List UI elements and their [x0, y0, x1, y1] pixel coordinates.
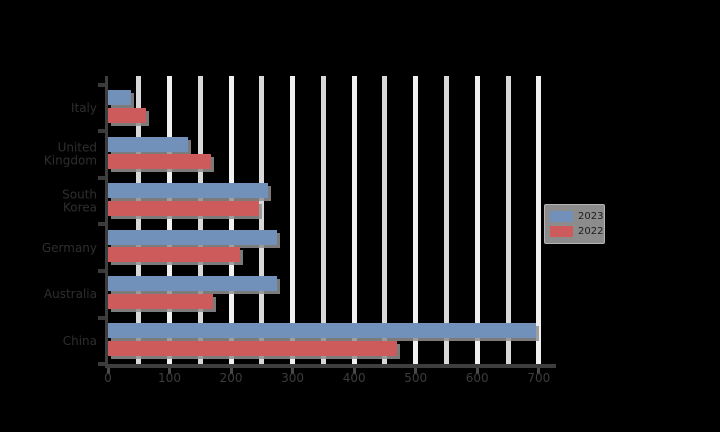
bar-2023-blue: [108, 136, 188, 152]
y-tick: [98, 315, 105, 320]
gridline: [259, 76, 265, 364]
bar-2023-blue: [108, 90, 131, 105]
y-tick: [98, 268, 105, 273]
x-tick: [291, 368, 295, 374]
gridline: [413, 76, 419, 364]
y-category-label: Australia: [43, 286, 97, 301]
legend-swatch-blue: [550, 211, 573, 222]
legend-label: 2023: [578, 210, 604, 222]
y-category-label: China: [62, 333, 97, 348]
x-tick-label: 500: [404, 371, 428, 385]
gridline: [505, 76, 511, 364]
x-tick: [352, 368, 356, 374]
gridline: [320, 76, 326, 364]
legend-item: 2023: [550, 209, 603, 224]
gridline: [382, 76, 388, 364]
gridline: [167, 76, 172, 364]
bar-2023-blue: [108, 323, 536, 338]
bar-2022-red: [108, 247, 240, 263]
x-tick: [168, 368, 171, 374]
gridline: [444, 76, 449, 364]
y-tick: [98, 82, 105, 87]
bar-2022-red: [108, 154, 212, 170]
x-tick-label: 0: [104, 371, 112, 385]
bar-2023-blue: [108, 276, 278, 292]
bar-2022-red: [108, 293, 213, 309]
x-tick-label: 100: [158, 371, 181, 385]
x-tick-label: 400: [342, 371, 366, 385]
bar-2022-red: [108, 107, 147, 123]
x-tick-label: 700: [527, 371, 551, 385]
legend-item: 2022: [550, 224, 603, 239]
x-tick-label: 200: [219, 371, 243, 385]
bar-2022-red: [108, 340, 398, 356]
bar-2022-red: [108, 200, 260, 216]
x-tick-label: 600: [465, 371, 489, 385]
x-tick-label: 300: [281, 371, 305, 385]
bar-2023-blue: [108, 183, 268, 199]
legend-label: 2022: [578, 225, 604, 237]
y-category-label: United Kingdom: [43, 140, 97, 168]
gridline: [474, 76, 480, 364]
y-tick: [98, 362, 105, 367]
x-tick: [475, 368, 479, 374]
y-tick: [98, 222, 105, 227]
x-axis-spine: [105, 364, 556, 368]
y-category-label: South Korea: [62, 187, 97, 214]
legend: 2023 2022: [544, 204, 605, 244]
y-axis-spine: [105, 76, 108, 368]
gridline: [197, 76, 203, 364]
gridline: [136, 76, 142, 364]
legend-swatch-red: [550, 226, 573, 237]
y-tick: [98, 175, 105, 180]
y-category-label: Germany: [41, 240, 97, 255]
bar-2023-blue: [108, 229, 278, 245]
x-tick: [414, 368, 418, 374]
x-tick: [537, 368, 541, 374]
gridline: [228, 76, 234, 364]
gridline: [536, 76, 542, 364]
y-tick: [98, 129, 105, 134]
x-tick: [106, 368, 110, 374]
y-category-label: Italy: [70, 100, 97, 115]
gridline: [290, 76, 296, 364]
x-tick: [229, 368, 233, 374]
gridline: [351, 76, 357, 364]
